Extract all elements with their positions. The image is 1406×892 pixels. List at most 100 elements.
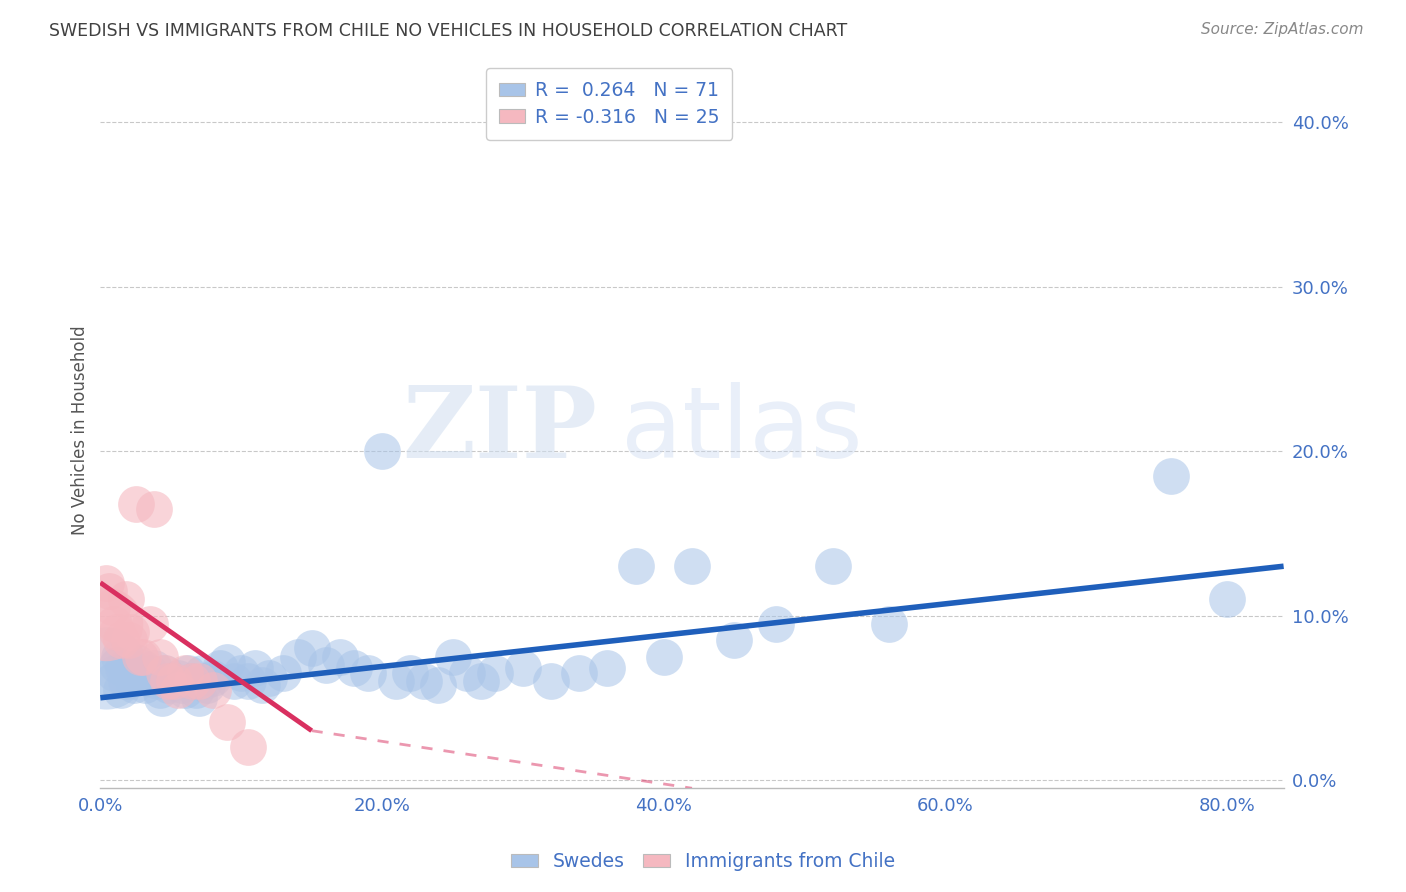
Point [765,616,787,631]
Point [173,682,195,697]
Point [186,682,208,697]
Point [153,666,176,681]
Point [124,497,146,511]
Point [1216,592,1239,607]
Point [385,674,408,689]
Point [357,666,380,681]
Text: Source: ZipAtlas.com: Source: ZipAtlas.com [1201,22,1364,37]
Point [180,674,202,689]
Point [105,625,128,640]
Point [191,666,214,681]
Point [209,661,232,675]
Point [343,661,366,675]
Legend: Swedes, Immigrants from Chile: Swedes, Immigrants from Chile [503,844,903,878]
Point [111,661,134,675]
Point [97,583,120,598]
Point [180,674,202,689]
Point [94,661,117,675]
Point [145,674,167,689]
Y-axis label: No Vehicles in Household: No Vehicles in Household [72,326,89,535]
Point [94,575,117,590]
Point [176,666,198,681]
Point [287,649,309,664]
Point [427,678,450,692]
Point [114,674,136,689]
Point [723,633,745,648]
Point [252,678,274,692]
Point [122,678,145,692]
Point [107,649,129,664]
Point [329,649,352,664]
Point [103,666,125,681]
Point [202,671,225,685]
Point [197,678,219,692]
Point [110,682,132,697]
Point [124,655,146,669]
Point [131,649,153,664]
Text: SWEDISH VS IMMIGRANTS FROM CHILE NO VEHICLES IN HOUSEHOLD CORRELATION CHART: SWEDISH VS IMMIGRANTS FROM CHILE NO VEHI… [49,22,848,40]
Point [142,661,165,675]
Point [105,657,128,672]
Point [456,666,478,681]
Text: atlas: atlas [621,382,863,479]
Point [131,661,153,675]
Point [156,678,179,692]
Point [217,655,239,669]
Point [162,674,184,689]
Point [413,674,436,689]
Point [441,649,464,664]
Point [148,649,170,664]
Point [159,674,181,689]
Point [136,671,159,685]
Point [170,678,193,692]
Point [138,616,160,631]
Point [100,600,122,615]
Point [217,715,239,730]
Point [139,666,162,681]
Point [114,592,136,607]
Point [877,616,900,631]
Point [596,661,619,675]
Point [652,649,675,664]
Point [245,661,267,675]
Point [173,666,195,681]
Point [120,666,142,681]
Point [301,641,323,656]
Point [238,740,260,755]
Point [120,625,142,640]
Point [117,657,139,672]
Point [568,666,591,681]
Point [150,690,173,705]
Point [202,682,225,697]
Point [315,657,337,672]
Point [484,666,506,681]
Point [100,674,122,689]
Point [94,616,117,631]
Point [470,674,492,689]
Point [188,674,211,689]
Point [540,674,562,689]
Point [371,444,394,458]
Point [127,669,149,683]
Point [238,674,260,689]
Point [188,690,211,705]
Point [273,666,295,681]
Point [166,671,188,685]
Legend: R =  0.264   N = 71, R = -0.316   N = 25: R = 0.264 N = 71, R = -0.316 N = 25 [486,68,733,140]
Point [681,559,703,574]
Point [134,678,156,692]
Point [399,666,422,681]
Point [148,682,170,697]
Point [624,559,647,574]
Point [821,559,844,574]
Point [1160,468,1182,483]
Text: ZIP: ZIP [402,382,598,479]
Point [128,649,150,664]
Point [142,501,165,516]
Point [512,661,534,675]
Point [117,633,139,648]
Point [194,674,217,689]
Point [156,674,179,689]
Point [110,633,132,648]
Point [166,682,188,697]
